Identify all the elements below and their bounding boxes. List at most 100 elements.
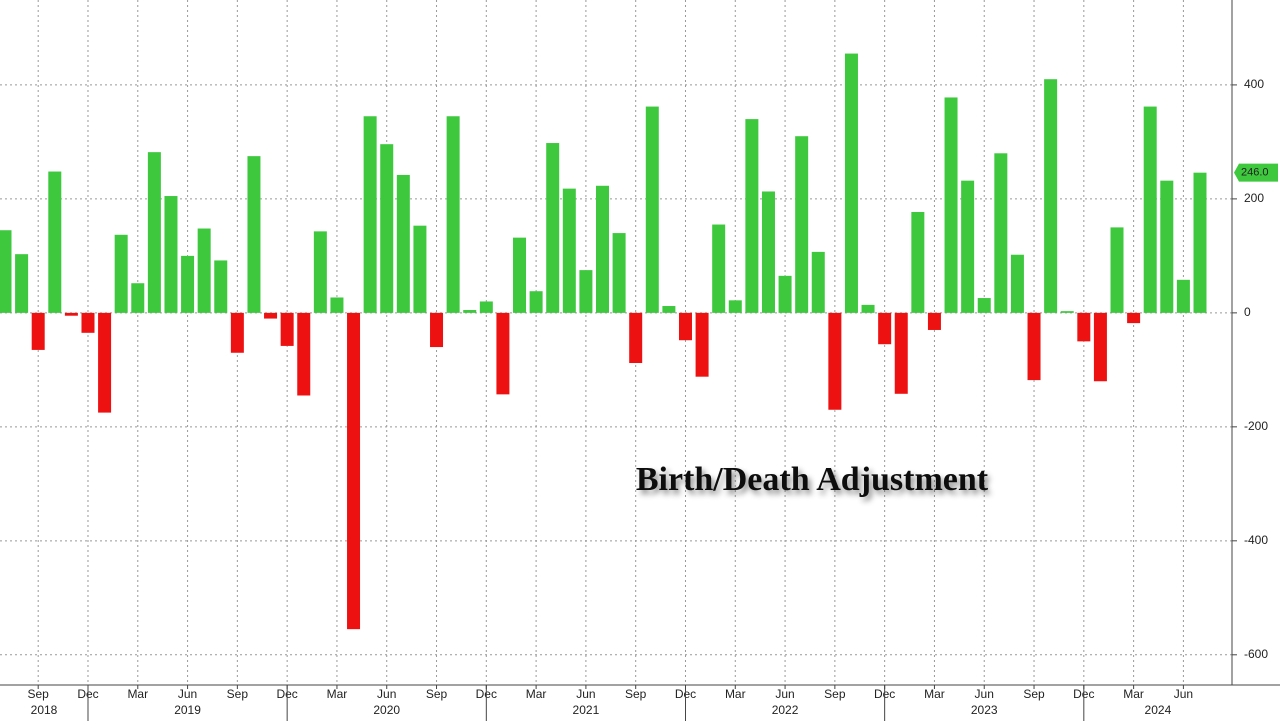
bar xyxy=(844,53,858,313)
bar xyxy=(944,97,958,313)
y-tick-label: 0 xyxy=(1244,305,1251,319)
bar xyxy=(579,270,593,313)
bar xyxy=(894,312,908,394)
bar xyxy=(164,196,178,313)
bar xyxy=(31,312,45,350)
bar xyxy=(48,171,62,313)
x-tick-label: Sep xyxy=(28,687,50,701)
bars xyxy=(0,53,1207,630)
annotation: Birth/Death Adjustment xyxy=(636,461,989,498)
y-tick-label: -600 xyxy=(1244,647,1268,661)
bar xyxy=(131,283,145,313)
bar xyxy=(347,312,361,630)
x-tick-label: Sep xyxy=(1023,687,1045,701)
bar xyxy=(1027,312,1041,381)
bar xyxy=(1060,311,1074,313)
x-tick-label: Jun xyxy=(775,687,794,701)
bar xyxy=(977,298,991,313)
y-tick-label: 200 xyxy=(1244,191,1264,205)
bar xyxy=(596,185,609,313)
x-tick-label: Jun xyxy=(576,687,595,701)
year-label: 2023 xyxy=(971,703,998,717)
bar xyxy=(612,233,626,313)
x-tick-label: Sep xyxy=(625,687,647,701)
bar xyxy=(363,116,377,313)
bar xyxy=(529,291,543,313)
bar xyxy=(81,312,95,333)
bar xyxy=(1044,79,1058,313)
x-tick-label: Sep xyxy=(227,687,249,701)
value-label-box xyxy=(1234,163,1278,182)
year-label: 2018 xyxy=(31,703,58,717)
x-tick-label: Jun xyxy=(178,687,197,701)
x-tick-label: Mar xyxy=(127,687,148,701)
year-label: 2020 xyxy=(373,703,400,717)
bar xyxy=(629,312,643,364)
bar xyxy=(712,224,726,313)
value-label: 246.0 xyxy=(1241,167,1269,179)
bar xyxy=(562,188,576,313)
bar xyxy=(546,143,560,313)
bar xyxy=(645,106,659,313)
bar xyxy=(114,234,128,313)
bar xyxy=(280,312,294,346)
bar xyxy=(927,312,941,330)
grid xyxy=(0,0,1232,685)
year-label: 2024 xyxy=(1145,703,1172,717)
bar xyxy=(828,312,842,410)
year-label: 2021 xyxy=(573,703,600,717)
bar xyxy=(861,304,875,313)
bar xyxy=(430,312,444,348)
bar xyxy=(761,191,775,313)
bar xyxy=(1010,254,1024,313)
bar xyxy=(197,228,211,313)
y-tick-label: 400 xyxy=(1244,77,1264,91)
bar xyxy=(230,312,244,353)
x-tick-label: Mar xyxy=(1123,687,1144,701)
bar xyxy=(181,255,195,313)
bar xyxy=(446,116,460,313)
y-tick-label: -200 xyxy=(1244,419,1268,433)
bar xyxy=(380,144,394,313)
year-label: 2022 xyxy=(772,703,799,717)
bar xyxy=(479,301,493,313)
bar xyxy=(678,312,692,341)
bar xyxy=(728,300,742,313)
bar xyxy=(330,297,344,313)
x-tick-label: Mar xyxy=(327,687,348,701)
bar xyxy=(1093,312,1107,382)
bar xyxy=(994,153,1008,313)
bar xyxy=(413,225,427,313)
bar xyxy=(513,237,527,313)
bar xyxy=(297,312,311,396)
bar xyxy=(961,180,975,313)
bar xyxy=(15,254,29,313)
bar xyxy=(1143,106,1157,313)
year-label: 2019 xyxy=(174,703,201,717)
bar xyxy=(1193,172,1207,313)
x-tick-label: Sep xyxy=(426,687,448,701)
bar xyxy=(1077,312,1091,342)
bar xyxy=(313,231,327,313)
y-tick-label: -400 xyxy=(1244,533,1268,547)
bar xyxy=(1176,279,1190,313)
x-tick-label: Mar xyxy=(924,687,945,701)
x-tick-label: Mar xyxy=(526,687,547,701)
bar xyxy=(247,156,261,313)
bar xyxy=(662,306,676,313)
bar xyxy=(778,275,792,313)
bar xyxy=(1127,312,1141,324)
bar xyxy=(214,260,228,313)
bar xyxy=(264,312,278,319)
bar xyxy=(1160,180,1174,313)
bar xyxy=(98,312,112,413)
bar xyxy=(811,251,825,313)
x-tick-label: Jun xyxy=(377,687,396,701)
x-tick-label: Jun xyxy=(975,687,994,701)
x-tick-label: Sep xyxy=(824,687,846,701)
bar xyxy=(745,119,759,313)
bar xyxy=(911,211,925,313)
bar xyxy=(795,136,809,313)
bar xyxy=(463,310,477,313)
